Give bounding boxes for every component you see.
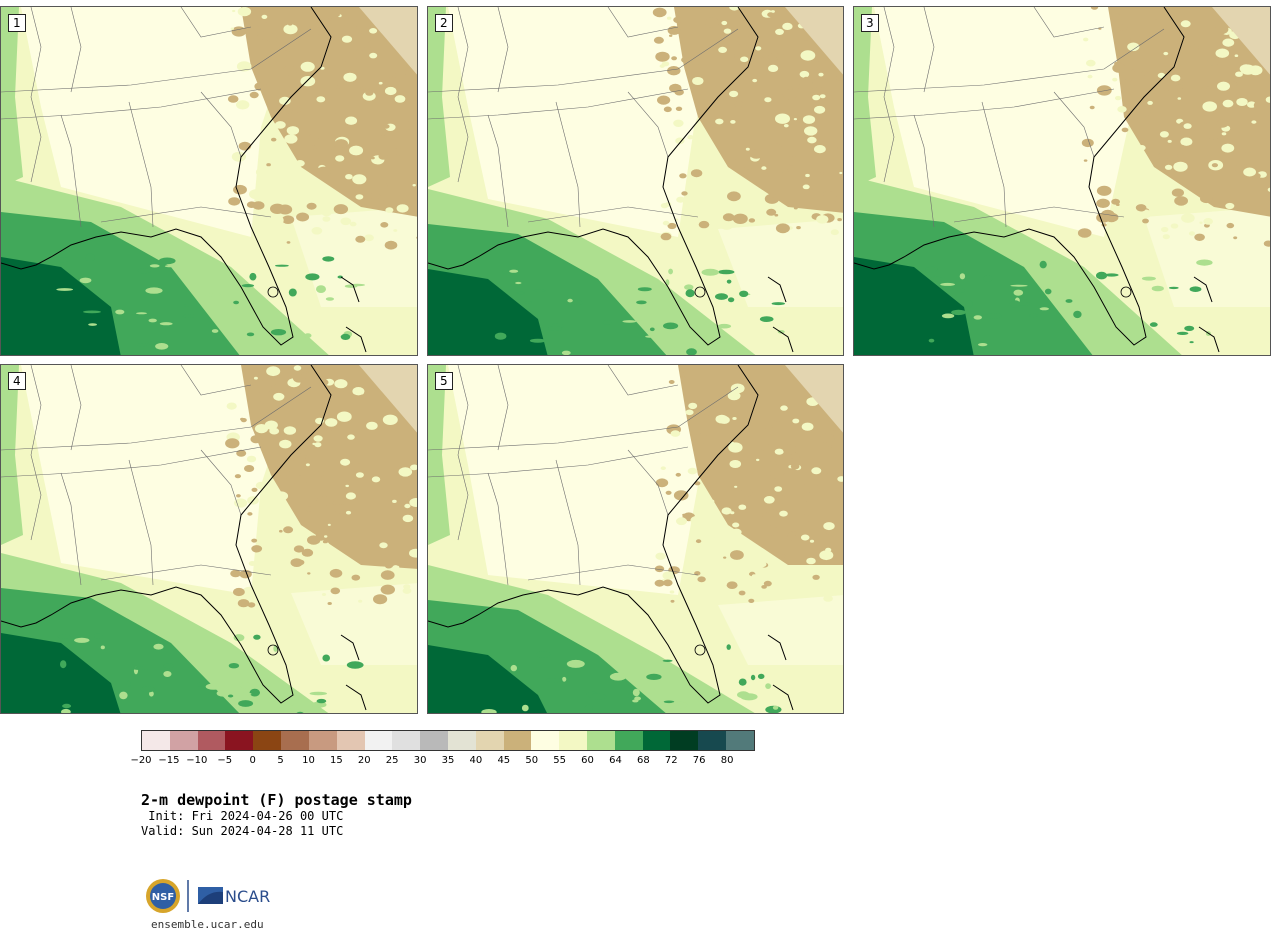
colorbar-tick-label: 68 (636, 755, 650, 766)
colorbar-swatch (225, 731, 254, 750)
colorbar-swatch (308, 731, 337, 750)
colorbar-swatch (142, 731, 170, 750)
colorbar-tick-label: 15 (329, 755, 343, 766)
figure-title: 2-m dewpoint (F) postage stamp (141, 791, 412, 809)
panel-number-label: 5 (435, 372, 453, 390)
map-panel-4: 4 (0, 364, 418, 714)
colorbar-swatch (281, 731, 309, 750)
colorbar-tick-label: 55 (553, 755, 566, 766)
colorbar (141, 730, 755, 751)
logo-group: NSF NCAR (146, 879, 270, 913)
colorbar-tick-label: 80 (720, 755, 734, 766)
colorbar-swatch (531, 731, 560, 750)
website-url: ensemble.ucar.edu (151, 918, 264, 931)
colorbar-tick-label: 20 (357, 755, 371, 766)
colorbar-tick-label: 50 (525, 755, 539, 766)
nsf-logo: NSF (146, 879, 180, 913)
colorbar-swatch (392, 731, 421, 750)
map-panel-2: 2 (427, 6, 844, 356)
colorbar-tick-label: 76 (692, 755, 706, 766)
colorbar-swatch (169, 731, 198, 750)
colorbar-tick-label: 25 (385, 755, 399, 766)
panel-number-label: 1 (8, 14, 26, 32)
colorbar-tick-label: 5 (277, 755, 284, 766)
colorbar-swatch (670, 731, 699, 750)
colorbar-tick-label: 0 (249, 755, 256, 766)
colorbar-tick-label: 40 (469, 755, 483, 766)
colorbar-swatch (197, 731, 226, 750)
colorbar-tick-label: 45 (497, 755, 511, 766)
colorbar-swatch (726, 731, 754, 750)
colorbar-tick-label: −5 (217, 755, 233, 766)
ncar-logo-text: NCAR (225, 887, 270, 906)
colorbar-swatch (336, 731, 365, 750)
colorbar-ticks: −20 −15 −10 −5 0 5 10 15 20 25 30 35 40 45 50 55 60 64 68 7… (130, 755, 755, 771)
colorbar-tick-label: 10 (302, 755, 315, 766)
colorbar-tick-label: 30 (413, 755, 427, 766)
colorbar-swatch (447, 731, 476, 750)
ncar-logo: NCAR (198, 887, 270, 906)
colorbar-tick-label: 72 (664, 755, 678, 766)
colorbar-swatch (253, 731, 282, 750)
panel-number-label: 2 (435, 14, 453, 32)
map-panel-5: 5 (427, 364, 844, 714)
init-time: Init: Fri 2024-04-26 00 UTC (141, 809, 344, 823)
colorbar-tick-label: 35 (441, 755, 455, 766)
colorbar-tick-label: −15 (158, 755, 180, 766)
colorbar-swatch (420, 731, 448, 750)
colorbar-swatch (503, 731, 532, 750)
colorbar-swatch (475, 731, 504, 750)
colorbar-swatch (698, 731, 727, 750)
colorbar-swatch (642, 731, 671, 750)
nsf-logo-text: NSF (152, 892, 174, 903)
panel-number-label: 4 (8, 372, 26, 390)
colorbar-tick-label: −10 (186, 755, 208, 766)
colorbar-swatch (587, 731, 615, 750)
colorbar-swatch (364, 731, 393, 750)
colorbar-tick-label: −20 (130, 755, 152, 766)
map-panel-1: 1 (0, 6, 418, 356)
colorbar-swatch (559, 731, 587, 750)
colorbar-tick-label: 64 (609, 755, 622, 766)
map-panel-3: 3 (853, 6, 1271, 356)
panel-number-label: 3 (861, 14, 879, 32)
colorbar-tick-label: 60 (581, 755, 594, 766)
valid-time: Valid: Sun 2024-04-28 11 UTC (141, 824, 344, 838)
colorbar-swatch (614, 731, 643, 750)
